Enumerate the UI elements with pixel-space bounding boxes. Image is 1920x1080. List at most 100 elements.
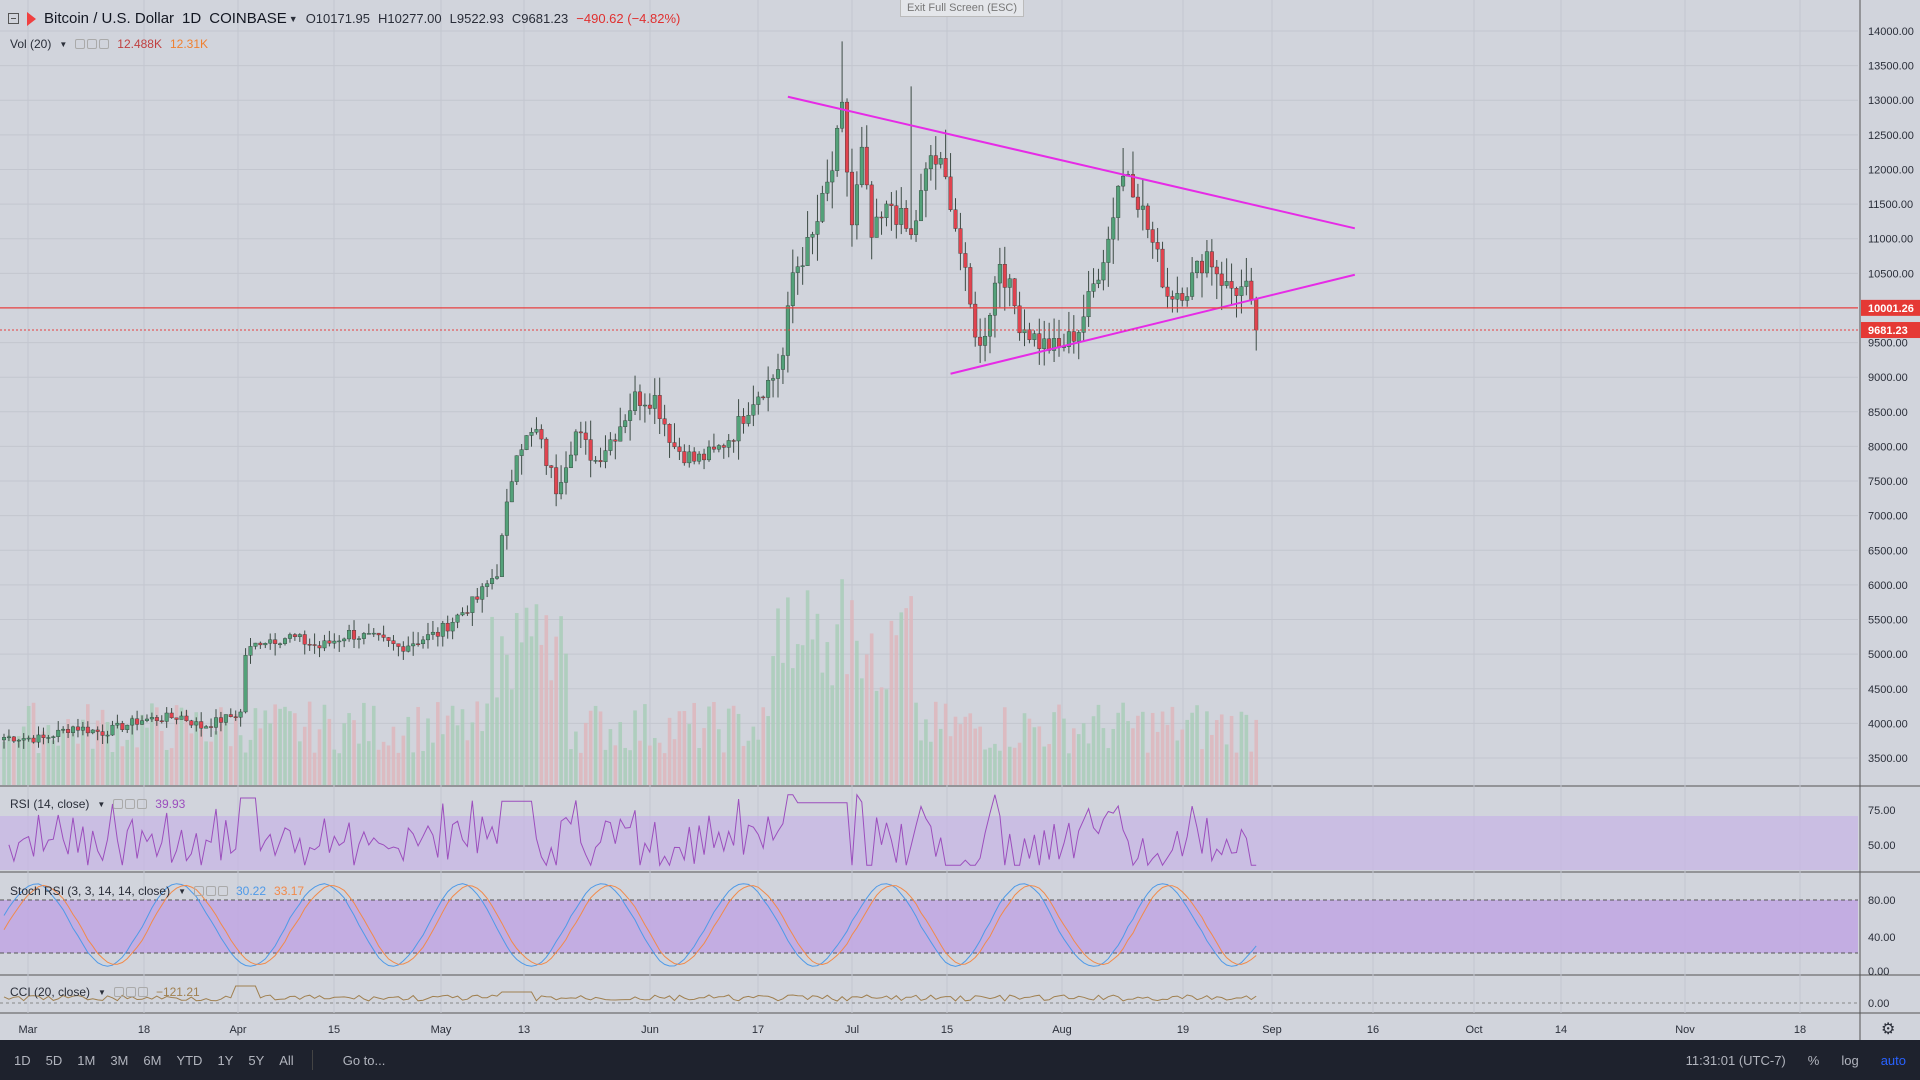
chevron-down-icon[interactable]: ▼ xyxy=(98,987,106,997)
volume-bar xyxy=(889,620,894,785)
candle-down xyxy=(889,203,894,206)
candle-up xyxy=(263,642,268,646)
close-icon[interactable] xyxy=(218,886,228,896)
candle-up xyxy=(771,378,776,381)
time-tick-label: 18 xyxy=(1794,1024,1806,1036)
indicator-controls[interactable] xyxy=(194,886,228,896)
settings-icon[interactable] xyxy=(87,39,98,49)
candle-up xyxy=(756,396,761,405)
timeframe-1m[interactable]: 1M xyxy=(77,1052,96,1068)
stoch-name[interactable]: Stoch RSI (3, 3, 14, 14, close) xyxy=(10,884,171,898)
volume-bar xyxy=(150,703,154,785)
candle-up xyxy=(366,633,371,635)
percent-toggle[interactable]: % xyxy=(1807,1052,1820,1068)
candle-down xyxy=(189,720,194,726)
cci-name[interactable]: CCI (20, close) xyxy=(10,985,91,999)
volume-bar xyxy=(460,709,465,785)
timeframe-all[interactable]: All xyxy=(279,1052,294,1068)
candle-up xyxy=(608,439,613,451)
candle-up xyxy=(504,501,509,536)
close-icon[interactable] xyxy=(137,987,148,997)
volume-bar xyxy=(46,725,51,785)
volume-bar xyxy=(776,608,780,785)
volume-bar xyxy=(283,706,287,785)
price-tick-label: 9500.00 xyxy=(1868,338,1908,350)
chevron-down-icon[interactable]: ▼ xyxy=(97,799,106,809)
auto-toggle[interactable]: auto xyxy=(1880,1052,1906,1068)
volume-bar xyxy=(736,713,741,785)
exit-fullscreen-button[interactable]: Exit Full Screen (ESC) xyxy=(900,0,1025,17)
volume-bar xyxy=(51,740,56,785)
close-icon[interactable] xyxy=(99,39,110,49)
candle-up xyxy=(1052,338,1057,351)
candle-up xyxy=(322,640,327,649)
candle-down xyxy=(1160,248,1165,288)
indicator-controls[interactable] xyxy=(113,799,148,809)
timeframe-5y[interactable]: 5Y xyxy=(248,1052,265,1068)
price-tick-label: 13500.00 xyxy=(1868,61,1914,73)
timeframe-5d[interactable]: 5D xyxy=(45,1052,63,1068)
gear-icon[interactable]: ⚙ xyxy=(1881,1021,1895,1038)
volume-bar xyxy=(1190,712,1194,785)
settings-icon[interactable] xyxy=(206,886,216,896)
volume-bar xyxy=(800,645,805,785)
candle-up xyxy=(1204,251,1209,274)
log-toggle[interactable]: log xyxy=(1841,1052,1859,1068)
candle-up xyxy=(642,404,647,407)
candle-up xyxy=(6,736,11,739)
volume-bar xyxy=(179,707,184,785)
timeframe-1d[interactable]: 1D xyxy=(14,1052,31,1068)
chevron-down-icon[interactable]: ▼ xyxy=(288,13,298,24)
timeframe-1y[interactable]: 1Y xyxy=(217,1052,234,1068)
rsi-name[interactable]: RSI (14, close) xyxy=(10,797,90,811)
interval-label[interactable]: 1D xyxy=(182,10,202,27)
candle-up xyxy=(805,237,810,266)
volume-bar xyxy=(90,748,95,785)
volume-name[interactable]: Vol (20) xyxy=(10,37,52,51)
volume-bar xyxy=(1022,713,1027,785)
candle-down xyxy=(100,731,105,736)
chevron-down-icon[interactable]: ▼ xyxy=(59,39,68,49)
indicator-controls[interactable] xyxy=(75,39,110,49)
timeframe-6m[interactable]: 6M xyxy=(143,1052,162,1068)
volume-bar xyxy=(1037,726,1042,785)
eye-icon[interactable] xyxy=(113,987,124,997)
exchange-label[interactable]: COINBASE xyxy=(209,10,287,27)
timeframe-ytd[interactable]: YTD xyxy=(176,1052,203,1068)
candle-up xyxy=(1175,293,1180,300)
collapse-icon[interactable] xyxy=(8,13,19,24)
settings-icon[interactable] xyxy=(125,987,136,997)
volume-bar xyxy=(505,654,509,785)
candle-up xyxy=(1007,278,1012,288)
clock[interactable]: 11:31:01 (UTC-7) xyxy=(1685,1052,1786,1068)
volume-bar xyxy=(214,731,218,785)
candle-down xyxy=(721,445,726,448)
bottom-toolbar: 1D 5D 1M 3M 6M YTD 1Y 5Y All Go to... 11:31:01 (… xyxy=(0,1040,1920,1080)
flag-icon[interactable] xyxy=(27,11,36,26)
symbol-name[interactable]: Bitcoin / U.S. Dollar xyxy=(44,10,175,27)
volume-bar xyxy=(337,753,342,785)
indicator-controls[interactable] xyxy=(113,987,148,997)
volume-bar xyxy=(761,707,766,785)
candle-up xyxy=(988,315,993,337)
candle-down xyxy=(1145,205,1150,230)
volume-bar xyxy=(1145,752,1150,785)
volume-bar xyxy=(805,590,810,785)
volume-bar xyxy=(302,726,307,785)
goto-button[interactable]: Go to... xyxy=(342,1052,386,1068)
settings-icon[interactable] xyxy=(125,799,136,809)
eye-icon[interactable] xyxy=(113,799,124,809)
timeframe-3m[interactable]: 3M xyxy=(110,1052,129,1068)
candle-up xyxy=(815,221,820,235)
volume-bar xyxy=(312,752,317,785)
candle-up xyxy=(992,282,997,316)
chevron-down-icon[interactable]: ▼ xyxy=(178,886,186,896)
volume-bar xyxy=(544,615,549,785)
close-icon[interactable] xyxy=(137,799,148,809)
candle-up xyxy=(766,380,771,398)
candle-down xyxy=(1219,273,1224,286)
eye-icon[interactable] xyxy=(194,886,204,896)
eye-icon[interactable] xyxy=(75,39,86,49)
candle-up xyxy=(430,631,435,635)
